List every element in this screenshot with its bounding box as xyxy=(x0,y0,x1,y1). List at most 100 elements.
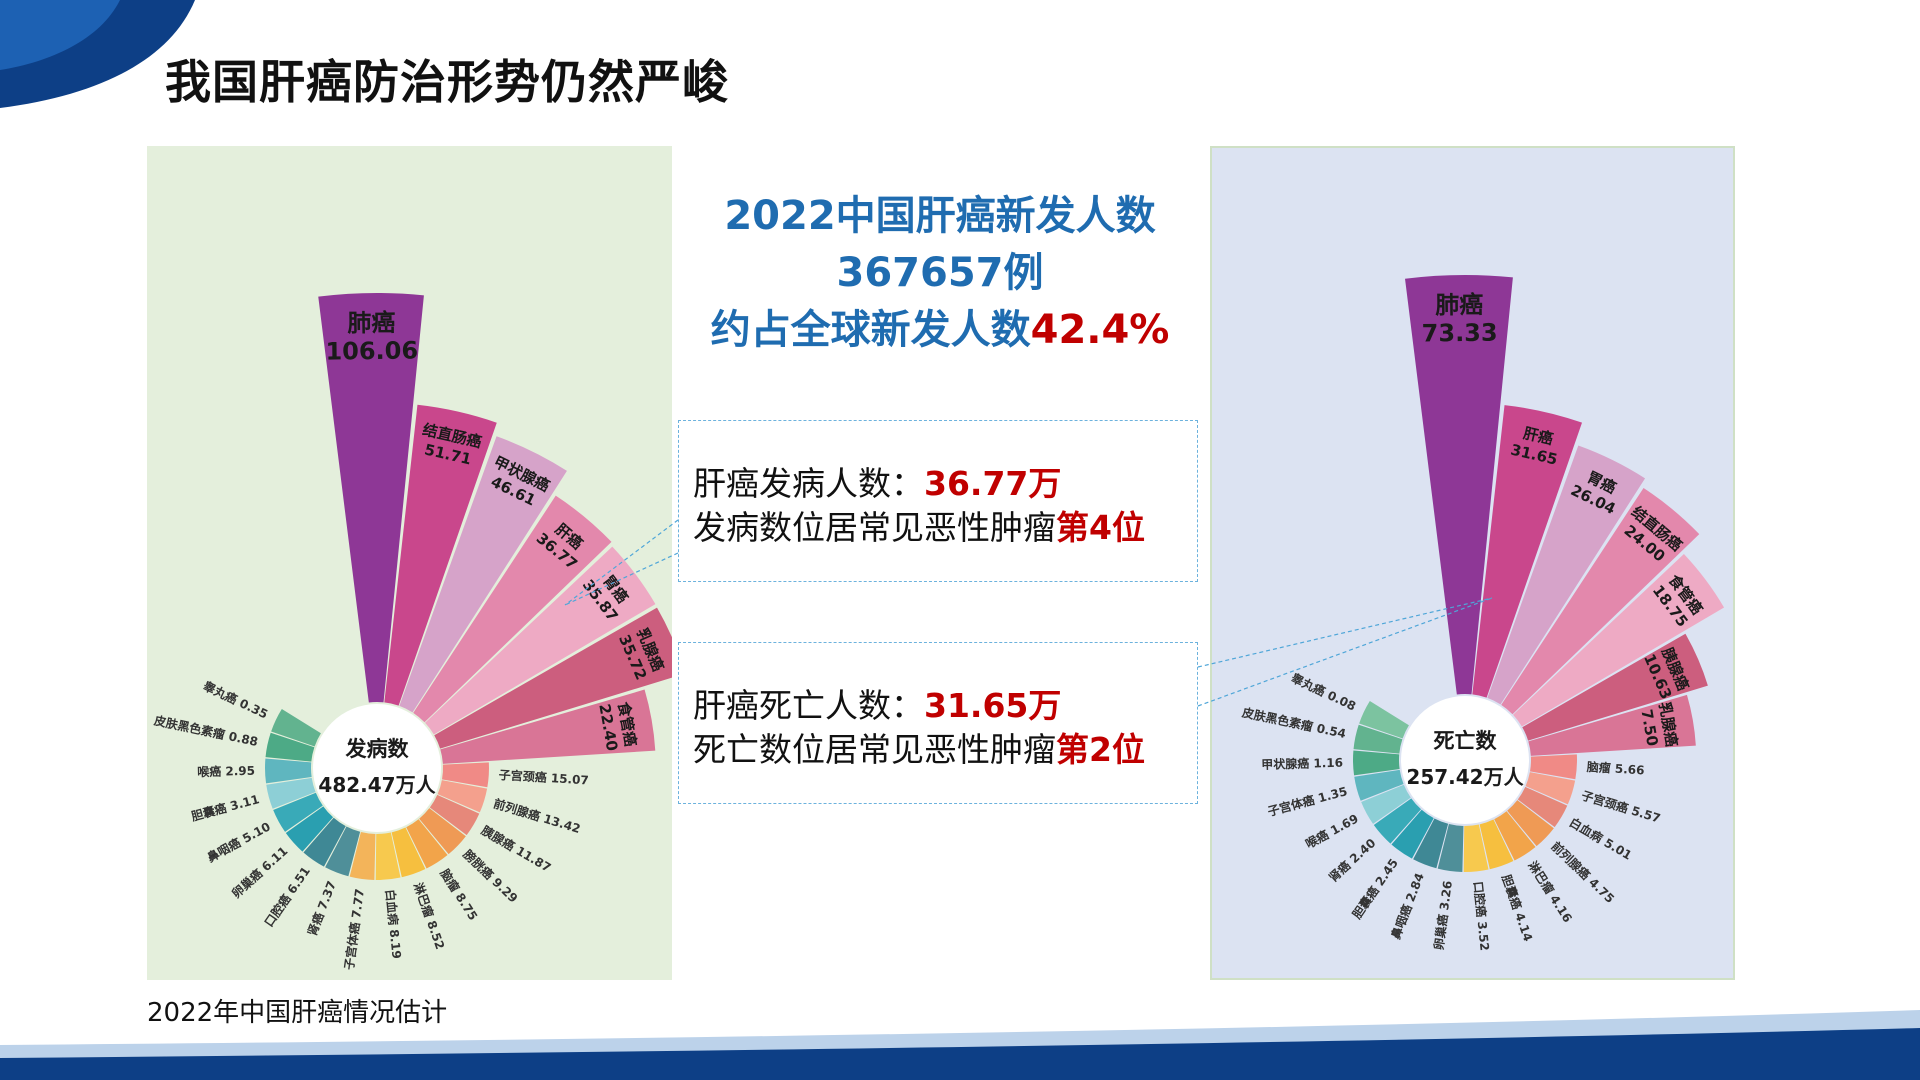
headline-line1: 2022中国肝癌新发人数 xyxy=(724,193,1156,239)
incidence-chart-panel: 肺癌 106.06 结直肠癌 51.71 甲状腺癌 46.61 肝癌 36.77 胃癌 35.87… xyxy=(147,146,672,980)
bar-label-8: 前列腺癌 13.42 xyxy=(492,795,583,836)
bar-12 xyxy=(1479,819,1514,870)
bar-20 xyxy=(1353,750,1400,776)
bar-11 xyxy=(1494,811,1536,861)
bar-label-21: 皮肤黑色素瘤 0.54 xyxy=(1240,704,1348,741)
bar-18 xyxy=(273,792,323,832)
bar-10 xyxy=(419,808,466,855)
death-rank-text: 死亡数位居常见恶性肿瘤 xyxy=(693,730,1056,769)
bar-label-22: 睾丸癌 0.08 xyxy=(1289,670,1358,714)
incidence-rank-line: 发病数位居常见恶性肿瘤第4位 xyxy=(693,501,1145,549)
bar-14 xyxy=(1437,824,1464,872)
corner-decoration xyxy=(0,0,195,108)
bar-5 xyxy=(434,607,672,749)
bar-3 xyxy=(1501,487,1700,715)
bar-17 xyxy=(1373,798,1422,844)
death-chart-panel: 肺癌 73.33 肝癌 31.65 胃癌 26.04 结直肠癌 24.00 食管癌 18.75 胰腺… xyxy=(1210,146,1735,980)
death-rank-value: 第2位 xyxy=(1056,730,1145,769)
bar-0 xyxy=(318,293,424,703)
source-caption: 2022年中国肝癌情况估计 xyxy=(147,998,448,1028)
bar-20 xyxy=(265,758,312,784)
bar-label-12: 胆囊癌 4.14 xyxy=(1499,872,1536,943)
bar-15 xyxy=(325,826,361,877)
bar-9 xyxy=(429,794,480,836)
bar-label-22: 睾丸癌 0.35 xyxy=(201,678,270,722)
incidence-rank-value: 第4位 xyxy=(1056,508,1145,547)
bar-label-18: 喉癌 1.69 xyxy=(1303,811,1361,852)
bar-value-0: 73.33 xyxy=(1422,319,1498,348)
bar-label-18: 鼻咽癌 5.10 xyxy=(204,819,273,865)
incidence-rank-text: 发病数位居常见恶性肿瘤 xyxy=(693,508,1056,547)
bar-1 xyxy=(384,404,497,706)
bar-label-19: 胆囊癌 3.11 xyxy=(190,791,261,824)
bar-14 xyxy=(349,832,376,880)
bar-2 xyxy=(399,436,567,713)
bar-label-17: 肾癌 2.40 xyxy=(1325,835,1378,885)
bar-0 xyxy=(1405,275,1513,695)
bar-label-20: 甲状腺癌 1.16 xyxy=(1261,755,1343,772)
incidence-value: 36.77万 xyxy=(924,464,1062,503)
bar-9 xyxy=(1517,786,1568,828)
bar-label-13: 白血病 8.19 xyxy=(383,889,405,960)
bar-label-8: 子宫颈癌 5.57 xyxy=(1580,787,1663,825)
bottom-band-decoration xyxy=(0,1010,1920,1080)
bar-label-12: 淋巴瘤 8.52 xyxy=(411,880,448,951)
bar-4 xyxy=(1513,553,1725,727)
bar-16 xyxy=(303,817,346,867)
bar-19 xyxy=(266,777,316,809)
bar-5 xyxy=(1522,633,1708,741)
headline: 2022中国肝癌新发人数 367657例 约占全球新发人数42.4% xyxy=(680,188,1200,359)
incidence-count-line: 肝癌发病人数：36.77万 xyxy=(693,457,1061,505)
bar-8 xyxy=(1525,772,1576,805)
bar-13 xyxy=(1463,824,1489,872)
bar-label-14: 卵巢癌 3.26 xyxy=(1431,880,1455,951)
bar-19 xyxy=(1354,769,1404,801)
bar-label-9: 白血病 5.01 xyxy=(1567,814,1635,862)
headline-line3-prefix: 约占全球新发人数 xyxy=(710,307,1031,353)
death-radial-chart: 肺癌73.33肝癌31.65胃癌26.04结直肠癌24.00食管癌18.75胰腺… xyxy=(1240,275,1725,951)
bar-label-19: 子宫体癌 1.35 xyxy=(1266,783,1349,819)
bar-3 xyxy=(413,495,612,723)
headline-line3: 约占全球新发人数42.4% xyxy=(680,302,1200,359)
bar-11 xyxy=(406,819,448,869)
bar-2 xyxy=(1487,445,1646,705)
bar-label-21: 皮肤黑色素瘤 0.88 xyxy=(152,712,260,749)
bar-15 xyxy=(1413,818,1449,869)
bar-1 xyxy=(1472,405,1583,698)
bar-label-11: 脑瘤 8.75 xyxy=(437,865,481,923)
bar-22 xyxy=(1359,700,1409,739)
page-title: 我国肝癌防治形势仍然严峻 xyxy=(165,55,729,109)
center-hole xyxy=(313,704,441,832)
death-infobox: 肝癌死亡人数：31.65万 死亡数位居常见恶性肿瘤第2位 xyxy=(678,642,1198,804)
bar-category-0: 肺癌 xyxy=(1435,291,1483,320)
bar-13 xyxy=(375,832,401,880)
bar-12 xyxy=(391,827,426,878)
incidence-label: 肝癌发病人数： xyxy=(693,464,924,503)
center-value: 482.47万人 xyxy=(318,773,436,797)
bar-label-14: 子宫体癌 7.77 xyxy=(341,888,367,971)
incidence-infobox: 肝癌发病人数：36.77万 发病数位居常见恶性肿瘤第4位 xyxy=(678,420,1198,582)
bar-22 xyxy=(271,708,321,747)
death-count-line: 肝癌死亡人数：31.65万 xyxy=(693,679,1061,727)
death-value: 31.65万 xyxy=(924,686,1062,725)
bar-label-7: 脑瘤 5.66 xyxy=(1585,759,1645,778)
bar-label-20: 喉癌 2.95 xyxy=(197,763,255,780)
center-value: 257.42万人 xyxy=(1406,765,1524,789)
center-hole xyxy=(1401,696,1529,824)
bar-category-0: 肺癌 xyxy=(347,309,395,338)
center-label: 发病数 xyxy=(345,737,410,761)
center-label: 死亡数 xyxy=(1434,729,1498,753)
headline-line2: 367657例 xyxy=(836,250,1044,296)
death-rank-line: 死亡数位居常见恶性肿瘤第2位 xyxy=(693,723,1145,771)
bar-7 xyxy=(1530,754,1577,780)
bar-17 xyxy=(285,806,334,852)
bar-21 xyxy=(1353,724,1403,754)
bar-18 xyxy=(1361,784,1411,824)
bar-label-15: 鼻咽癌 2.84 xyxy=(1388,871,1427,941)
bar-label-15: 肾癌 7.37 xyxy=(304,879,339,938)
bar-6 xyxy=(440,689,656,764)
bar-6 xyxy=(1528,694,1696,756)
bar-7 xyxy=(442,762,489,788)
